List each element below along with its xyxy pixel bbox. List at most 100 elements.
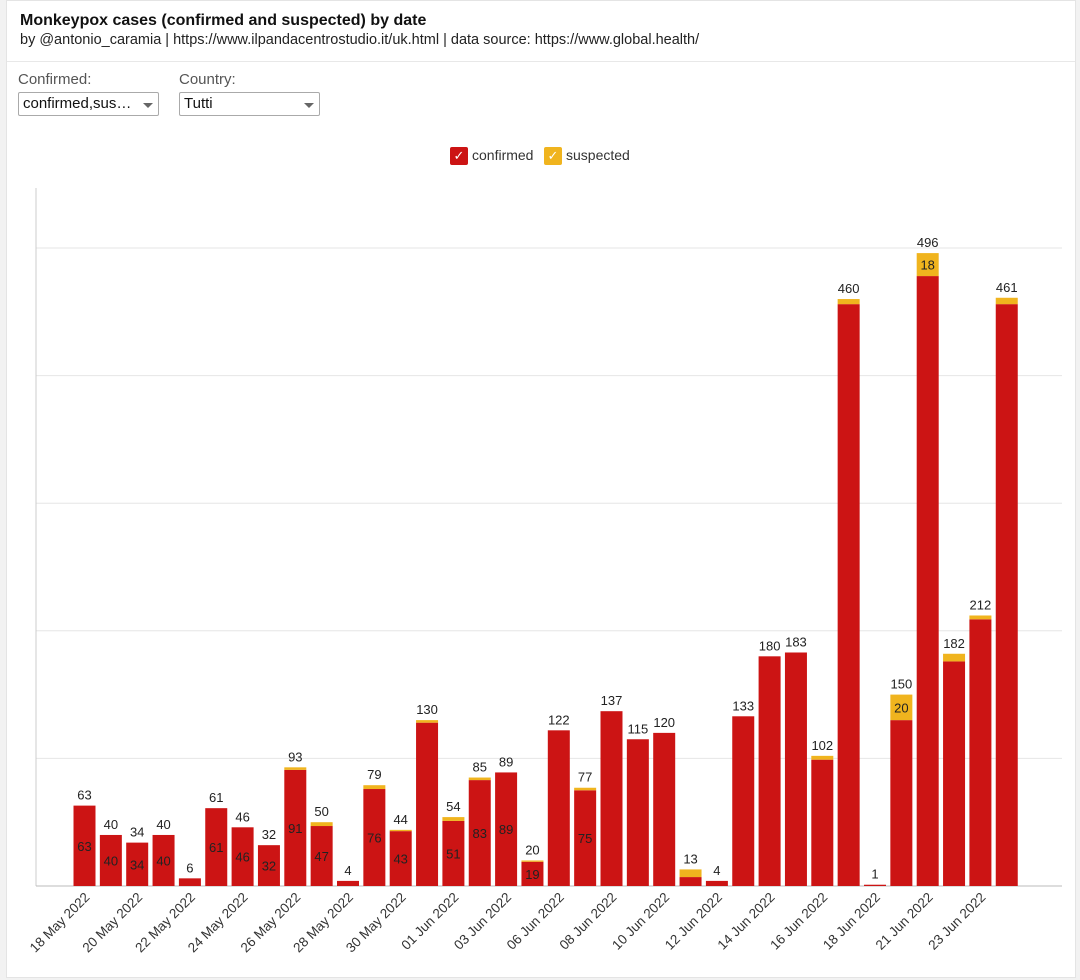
bar-suspected[interactable] [442, 817, 465, 821]
bar-suspected[interactable] [574, 787, 597, 791]
data-label-suspected: 20 [894, 700, 908, 715]
data-label-total: 461 [996, 280, 1018, 295]
data-label-total: 183 [785, 634, 807, 649]
bar-confirmed[interactable] [337, 880, 359, 886]
bar-suspected[interactable] [284, 767, 307, 770]
chevron-down-icon [304, 103, 314, 108]
bar-suspected[interactable] [890, 694, 913, 721]
bar-confirmed[interactable] [73, 805, 96, 886]
bar-suspected[interactable] [363, 785, 386, 790]
bar-suspected[interactable] [943, 653, 966, 662]
country-filter-label: Country: [179, 71, 236, 88]
bar-confirmed[interactable] [811, 759, 834, 886]
chart-panel: Monkeypox cases (confirmed and suspected… [6, 0, 1076, 978]
bar-confirmed[interactable] [890, 720, 913, 886]
bar-confirmed[interactable] [152, 834, 175, 886]
bar-confirmed[interactable] [758, 656, 781, 886]
bar-confirmed[interactable] [600, 711, 623, 886]
bar-suspected[interactable] [679, 869, 702, 878]
data-label-total: 180 [759, 638, 781, 653]
data-label-total: 40 [104, 817, 118, 832]
bar-confirmed[interactable] [205, 808, 228, 886]
bar-confirmed[interactable] [257, 845, 280, 886]
bar-suspected[interactable] [521, 860, 544, 862]
data-label-confirmed: 32 [262, 859, 276, 874]
bar-confirmed[interactable] [178, 878, 201, 886]
bar-confirmed[interactable] [679, 877, 702, 886]
bar-confirmed[interactable] [705, 880, 728, 886]
data-label-total: 32 [262, 827, 276, 842]
bar-confirmed[interactable] [837, 304, 860, 886]
data-label-total: 150 [890, 677, 912, 692]
data-label-confirmed: 47 [314, 849, 328, 864]
data-label-total: 182 [943, 636, 965, 651]
bar-suspected[interactable] [995, 297, 1018, 305]
data-label-total: 85 [473, 760, 487, 775]
bar-suspected[interactable] [969, 615, 992, 620]
bar-confirmed[interactable] [547, 730, 570, 886]
data-label-total: 122 [548, 712, 570, 727]
data-label-total: 93 [288, 749, 302, 764]
bar-confirmed[interactable] [99, 834, 122, 886]
legend-label-suspected: suspected [566, 147, 630, 163]
bar-confirmed[interactable] [495, 772, 518, 886]
bar-confirmed[interactable] [468, 780, 491, 886]
bar-confirmed[interactable] [231, 827, 254, 886]
data-label-total: 13 [683, 851, 697, 866]
bar-confirmed[interactable] [442, 820, 465, 886]
x-tick-label: 23 Jun 2022 [925, 890, 988, 953]
data-label-confirmed: 40 [104, 853, 118, 868]
data-label-confirmed: 76 [367, 831, 381, 846]
bar-confirmed[interactable] [732, 716, 755, 886]
bar-confirmed[interactable] [416, 722, 439, 886]
bar-confirmed[interactable] [916, 276, 939, 886]
data-label-confirmed: 83 [473, 826, 487, 841]
data-label-confirmed: 61 [209, 840, 223, 855]
bar-suspected[interactable] [837, 299, 860, 305]
chart-subtitle: by @antonio_caramia | https://www.ilpand… [20, 32, 700, 48]
bar-confirmed[interactable] [574, 790, 597, 886]
bar-confirmed[interactable] [521, 861, 544, 886]
data-label-total: 4 [713, 863, 720, 878]
bar-confirmed[interactable] [784, 652, 807, 886]
data-label-total: 1 [871, 867, 878, 882]
data-label-total: 130 [416, 702, 438, 717]
data-label-total: 137 [601, 693, 623, 708]
data-label-total: 46 [235, 809, 249, 824]
bar-confirmed[interactable] [995, 304, 1018, 886]
data-label-confirmed: 19 [525, 867, 539, 882]
bar-confirmed[interactable] [389, 831, 412, 886]
check-icon: ✓ [450, 147, 468, 165]
bar-confirmed[interactable] [653, 732, 676, 886]
data-label-confirmed: 89 [499, 822, 513, 837]
bar-suspected[interactable] [389, 829, 412, 832]
data-label-total: 133 [732, 698, 754, 713]
data-label-total: 102 [811, 738, 833, 753]
bar-confirmed[interactable] [969, 619, 992, 886]
bar-suspected[interactable] [811, 755, 834, 760]
data-label-total: 79 [367, 767, 381, 782]
confirmed-select[interactable]: confirmed,sus… [18, 92, 159, 116]
data-label-total: 460 [838, 281, 860, 296]
bar-confirmed[interactable] [284, 769, 307, 886]
bar-suspected[interactable] [916, 253, 939, 277]
bar-suspected[interactable] [416, 720, 439, 723]
data-label-confirmed: 40 [156, 853, 170, 868]
bar-confirmed[interactable] [626, 739, 649, 886]
data-label-total: 50 [314, 804, 328, 819]
data-label-total: 63 [77, 788, 91, 803]
bar-confirmed[interactable] [864, 884, 886, 886]
bar-suspected[interactable] [468, 777, 491, 781]
data-label-confirmed: 43 [393, 852, 407, 867]
data-label-suspected: 18 [920, 258, 934, 273]
bar-suspected[interactable] [310, 822, 333, 827]
bar-confirmed[interactable] [943, 661, 966, 886]
data-label-total: 20 [525, 842, 539, 857]
country-select[interactable]: Tutti [179, 92, 320, 116]
bar-confirmed[interactable] [363, 789, 386, 886]
bar-confirmed[interactable] [310, 826, 333, 886]
bar-confirmed[interactable] [126, 842, 149, 886]
data-label-total: 4 [344, 863, 351, 878]
data-label-total: 89 [499, 754, 513, 769]
